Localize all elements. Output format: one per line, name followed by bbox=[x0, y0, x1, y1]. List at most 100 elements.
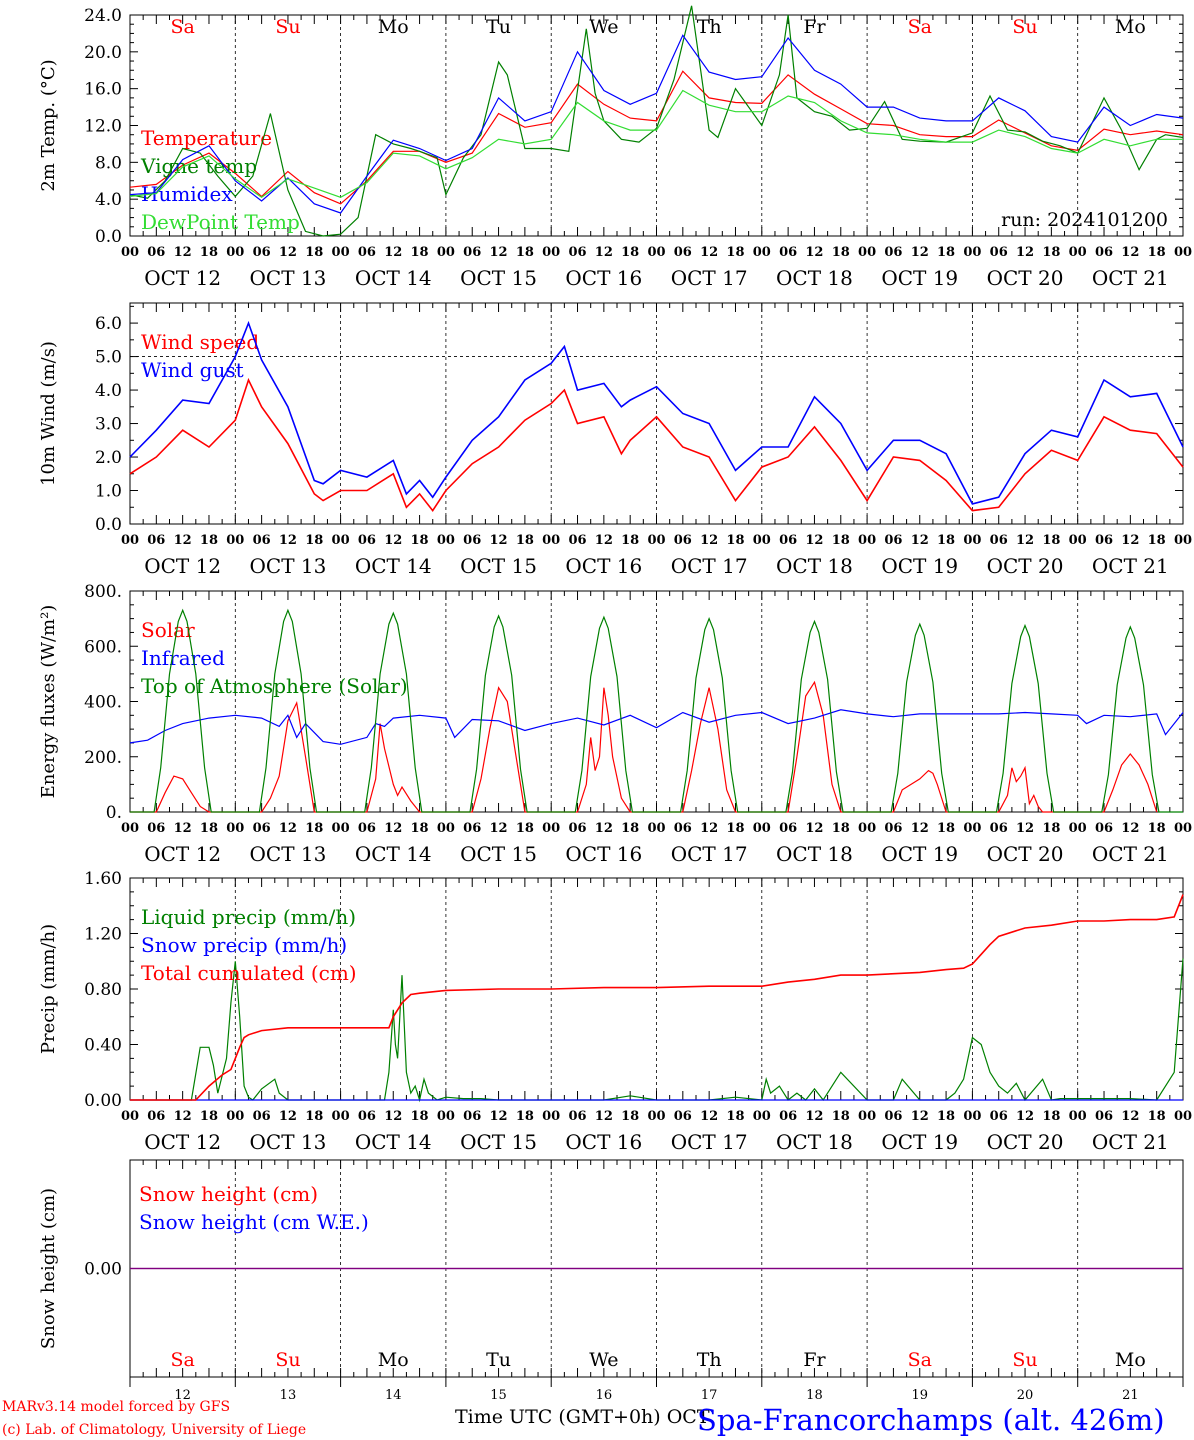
hour-label: 18 bbox=[1042, 1109, 1060, 1124]
panel-5: 0.00 Snow height (cm) Snow height (cm) Snow… bbox=[38, 1159, 1184, 1403]
date-label: OCT 19 bbox=[881, 1130, 958, 1154]
hour-label: 18 bbox=[1148, 533, 1166, 548]
hour-label: 12 bbox=[490, 821, 508, 836]
day-name-label: Su bbox=[275, 16, 300, 38]
hour-label: 18 bbox=[1148, 245, 1166, 260]
hour-label: 06 bbox=[779, 821, 797, 836]
date-label: OCT 21 bbox=[1092, 842, 1169, 866]
hour-label: 06 bbox=[674, 533, 692, 548]
hour-label: 18 bbox=[621, 245, 639, 260]
legend-entry: Infrared bbox=[141, 646, 225, 670]
hour-label: 00 bbox=[437, 1109, 455, 1124]
hour-label: 00 bbox=[1174, 821, 1192, 836]
hour-label: 00 bbox=[753, 533, 771, 548]
legend-entry: Solar bbox=[141, 618, 195, 642]
hour-label: 00 bbox=[963, 245, 981, 260]
y-tick-label: 6.0 bbox=[95, 314, 122, 334]
panel-3: 0. 200. 400. 600. 800. Energy fluxes (W/m²) So… bbox=[38, 582, 1192, 866]
hour-label: 12 bbox=[384, 245, 402, 260]
hour-label: 06 bbox=[253, 1109, 271, 1124]
day-name-label: Mo bbox=[378, 16, 409, 38]
y-axis-label: 2m Temp. (°C) bbox=[38, 59, 59, 191]
hour-label: 18 bbox=[411, 533, 429, 548]
hour-label: 00 bbox=[858, 533, 876, 548]
hour-label: 00 bbox=[647, 533, 665, 548]
day-name-label: Th bbox=[697, 16, 722, 38]
y-tick-label: 1.0 bbox=[95, 482, 122, 502]
day-number-label: 21 bbox=[1122, 1388, 1139, 1403]
date-label: OCT 20 bbox=[987, 842, 1064, 866]
hour-label: 12 bbox=[1121, 533, 1139, 548]
panel-1: 0.0 4.0 8.0 12.0 16.0 20.0 24.0 2m Temp. (°C) Te… bbox=[38, 5, 1192, 290]
hour-label: 06 bbox=[358, 821, 376, 836]
series-line-dewpoint-temp bbox=[129, 89, 1183, 199]
day-number-label: 19 bbox=[911, 1388, 928, 1403]
legend-entry: Snow height (cm W.E.) bbox=[139, 1210, 369, 1234]
hour-label: 18 bbox=[937, 821, 955, 836]
hour-label: 06 bbox=[990, 1109, 1008, 1124]
y-tick-label: 2.0 bbox=[95, 448, 122, 468]
series-line-wind-speed bbox=[129, 377, 1184, 512]
hour-label: 12 bbox=[1121, 821, 1139, 836]
y-axis-label: 10m Wind (m/s) bbox=[38, 341, 59, 486]
hour-label: 12 bbox=[1121, 1109, 1139, 1124]
day-name-label: Su bbox=[1012, 16, 1037, 38]
hour-label: 18 bbox=[937, 1109, 955, 1124]
date-label: OCT 19 bbox=[881, 266, 958, 290]
hour-label: 12 bbox=[1016, 1109, 1034, 1124]
date-label: OCT 21 bbox=[1092, 266, 1169, 290]
hour-label: 12 bbox=[805, 245, 823, 260]
y-tick-label: 5.0 bbox=[95, 348, 122, 368]
hour-label: 00 bbox=[1069, 821, 1087, 836]
hour-label: 18 bbox=[621, 1109, 639, 1124]
day-name-label: We bbox=[589, 16, 618, 38]
hour-label: 12 bbox=[1121, 245, 1139, 260]
hour-label: 06 bbox=[253, 821, 271, 836]
date-label: OCT 21 bbox=[1092, 554, 1169, 578]
run-label: run: 2024101200 bbox=[1001, 209, 1168, 231]
hour-label: 12 bbox=[911, 821, 929, 836]
date-label: OCT 16 bbox=[565, 266, 642, 290]
hour-label: 18 bbox=[1042, 821, 1060, 836]
hour-label: 00 bbox=[542, 821, 560, 836]
hour-label: 18 bbox=[411, 1109, 429, 1124]
hour-label: 06 bbox=[884, 245, 902, 260]
hour-label: 12 bbox=[279, 1109, 297, 1124]
hour-label: 00 bbox=[1069, 533, 1087, 548]
y-tick-label: 0.0 bbox=[95, 515, 122, 535]
hour-label: 12 bbox=[595, 245, 613, 260]
hour-label: 00 bbox=[437, 245, 455, 260]
day-name-label: Sa bbox=[908, 1349, 932, 1371]
day-name-label: Th bbox=[697, 1349, 722, 1371]
hour-label: 18 bbox=[726, 533, 744, 548]
y-tick-label: 1.20 bbox=[84, 925, 122, 945]
hour-label: 00 bbox=[332, 821, 350, 836]
hour-label: 06 bbox=[779, 245, 797, 260]
date-label: OCT 17 bbox=[671, 554, 748, 578]
hour-label: 06 bbox=[884, 1109, 902, 1124]
hour-label: 00 bbox=[858, 821, 876, 836]
y-tick-label: 8.0 bbox=[95, 153, 122, 173]
date-label: OCT 12 bbox=[144, 554, 221, 578]
hour-label: 00 bbox=[1174, 245, 1192, 260]
series-line-vigne-temp bbox=[129, 5, 1184, 237]
hour-label: 18 bbox=[726, 1109, 744, 1124]
hour-label: 12 bbox=[805, 821, 823, 836]
hour-label: 00 bbox=[963, 1109, 981, 1124]
date-label: OCT 17 bbox=[671, 1130, 748, 1154]
day-name-label: Su bbox=[1012, 1349, 1037, 1371]
day-name-label: Sa bbox=[908, 16, 932, 38]
date-label: OCT 14 bbox=[355, 842, 432, 866]
day-number-label: 18 bbox=[806, 1388, 823, 1403]
date-label: OCT 15 bbox=[460, 842, 537, 866]
hour-label: 06 bbox=[990, 821, 1008, 836]
hour-label: 06 bbox=[884, 821, 902, 836]
hour-label: 06 bbox=[568, 245, 586, 260]
hour-label: 12 bbox=[911, 1109, 929, 1124]
hour-label: 12 bbox=[174, 533, 192, 548]
hour-label: 18 bbox=[411, 821, 429, 836]
hour-label: 06 bbox=[463, 821, 481, 836]
y-axis-label: Precip (mm/h) bbox=[38, 924, 59, 1054]
day-name-label: Tu bbox=[486, 1349, 511, 1371]
x-axis-title: Time UTC (GMT+0h) OCT bbox=[455, 1406, 710, 1428]
